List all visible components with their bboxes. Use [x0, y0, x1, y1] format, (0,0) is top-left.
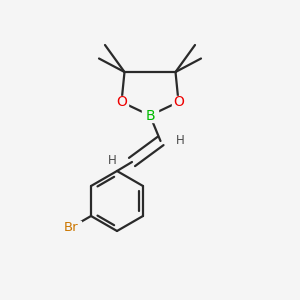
- Bar: [115, 96, 128, 108]
- Bar: [62, 221, 81, 233]
- Text: H: H: [176, 134, 184, 148]
- Text: H: H: [108, 154, 117, 167]
- Bar: [175, 136, 185, 146]
- Text: O: O: [116, 95, 127, 109]
- Bar: [142, 110, 158, 122]
- Text: B: B: [145, 109, 155, 122]
- Text: Br: Br: [64, 221, 79, 234]
- Text: O: O: [173, 95, 184, 109]
- Bar: [107, 156, 118, 165]
- Bar: [172, 96, 185, 108]
